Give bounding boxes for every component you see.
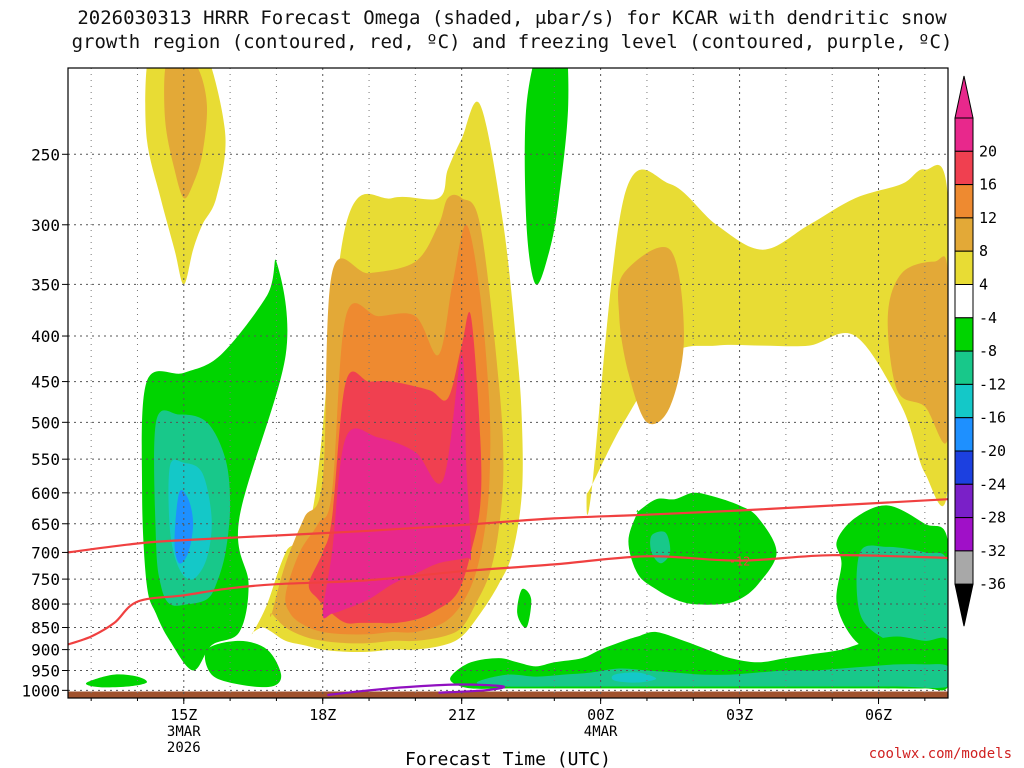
y-tick-label-650: 650 — [31, 515, 60, 534]
colorbar-swatch--24 — [954, 450, 974, 485]
omega-region--16-22 — [611, 672, 657, 683]
omega-region--20-5 — [174, 490, 194, 564]
colorbar-swatch--36 — [954, 550, 974, 585]
colorbar-swatch-8 — [954, 217, 974, 252]
omega-region--8-12 — [517, 588, 532, 628]
omega-region--8-23 — [85, 674, 147, 688]
x-axis-title: Forecast Time (UTC) — [405, 749, 611, 768]
y-tick-label-750: 750 — [31, 570, 60, 589]
y-tick-label-450: 450 — [31, 373, 60, 392]
colorbar-top-arrow — [954, 75, 974, 119]
x-tick-label-06Z: 06Z — [865, 706, 892, 724]
colorbar-swatch--4 — [954, 284, 974, 319]
x-tick-date-label: 4MAR — [584, 724, 618, 740]
omega-region--8-24 — [204, 640, 282, 688]
omega-region-8-1 — [164, 68, 208, 199]
chart-title-line-1: 2026030313 HRRR Forecast Omega (shaded, … — [77, 7, 947, 29]
colorbar-label--20: -20 — [979, 442, 1006, 460]
y-tick-label-700: 700 — [31, 543, 60, 562]
y-tick-label-850: 850 — [31, 618, 60, 637]
colorbar-label--4: -4 — [979, 309, 997, 327]
colorbar-label--36: -36 — [979, 575, 1006, 593]
y-tick-label-900: 900 — [31, 641, 60, 660]
y-tick-label-250: 250 — [31, 145, 60, 164]
ground-layer — [68, 691, 948, 698]
colorbar-bottom-arrow — [954, 583, 974, 627]
colorbar-swatch-4 — [954, 250, 974, 285]
colorbar-label--28: -28 — [979, 509, 1006, 527]
x-tick-label-00Z: 00Z — [587, 706, 614, 724]
x-tick-date-label: 3MAR — [167, 724, 201, 740]
x-tick-label-18Z: 18Z — [309, 706, 336, 724]
x-tick-label-15Z: 15Z — [170, 706, 197, 724]
contour-layer: -12 — [68, 498, 948, 697]
omega-region--12-19 — [856, 545, 948, 658]
omega-region-4-13 — [586, 164, 948, 515]
y-tick-label-300: 300 — [31, 216, 60, 235]
colorbar-label--12: -12 — [979, 375, 1006, 393]
omega-region-8-15 — [887, 256, 948, 444]
colorbar-label-8: 8 — [979, 242, 988, 260]
colorbar-swatch--28 — [954, 483, 974, 519]
freezing-level-contour — [327, 683, 506, 697]
footer-credit[interactable]: coolwx.com/models — [868, 746, 1012, 762]
colorbar-swatch-16 — [954, 150, 974, 186]
dgz-contour-label: -12 — [729, 555, 751, 569]
colorbar-label-20: 20 — [979, 142, 997, 160]
colorbar-label-16: 16 — [979, 176, 997, 194]
y-tick-label-550: 550 — [31, 450, 60, 469]
colorbar-swatch-12 — [954, 184, 974, 219]
y-tick-label-500: 500 — [31, 413, 60, 432]
axis-layer: 250 300 350 400 450 500 550 600 650 700 750 800 850 9… — [21, 145, 926, 756]
dgz-upper-contour — [68, 498, 948, 554]
y-tick-label-600: 600 — [31, 484, 60, 503]
omega-region-20-10 — [322, 354, 471, 619]
x-tick-label-21Z: 21Z — [448, 706, 475, 724]
x-tick-label-03Z: 03Z — [726, 706, 753, 724]
ground-surface — [68, 691, 948, 698]
colorbar-label-4: 4 — [979, 276, 988, 294]
omega-shading-layer — [85, 68, 948, 691]
colorbar-swatch--12 — [954, 350, 974, 385]
grid-layer — [68, 68, 948, 698]
y-tick-label-800: 800 — [31, 595, 60, 614]
colorbar-swatch--20 — [954, 417, 974, 452]
colorbar-swatch-20 — [954, 117, 974, 152]
y-tick-label-950: 950 — [31, 662, 60, 681]
colorbar-label--8: -8 — [979, 342, 997, 360]
colorbar-swatch--32 — [954, 517, 974, 552]
colorbar-label--32: -32 — [979, 542, 1006, 560]
colorbar-label-12: 12 — [979, 209, 997, 227]
y-tick-label-400: 400 — [31, 327, 60, 346]
colorbar-label--16: -16 — [979, 409, 1006, 427]
omega-region--8-11 — [524, 68, 569, 285]
y-tick-label-1000: 1000 — [21, 681, 60, 700]
colorbar-swatch--8 — [954, 317, 974, 352]
colorbar: 20 16 12 8 4 -4 -8 -12 -16 -20 -24 -28 -32 -36 — [954, 75, 1006, 627]
x-tick-year-label: 2026 — [167, 740, 201, 756]
omega-region--8-16 — [628, 492, 777, 605]
chart-title-line-2: growth region (contoured, red, ºC) and f… — [71, 31, 953, 53]
colorbar-swatch--16 — [954, 383, 974, 419]
dgz-lower-contour — [68, 554, 948, 646]
colorbar-label--24: -24 — [979, 475, 1006, 493]
y-tick-label-350: 350 — [31, 275, 60, 294]
